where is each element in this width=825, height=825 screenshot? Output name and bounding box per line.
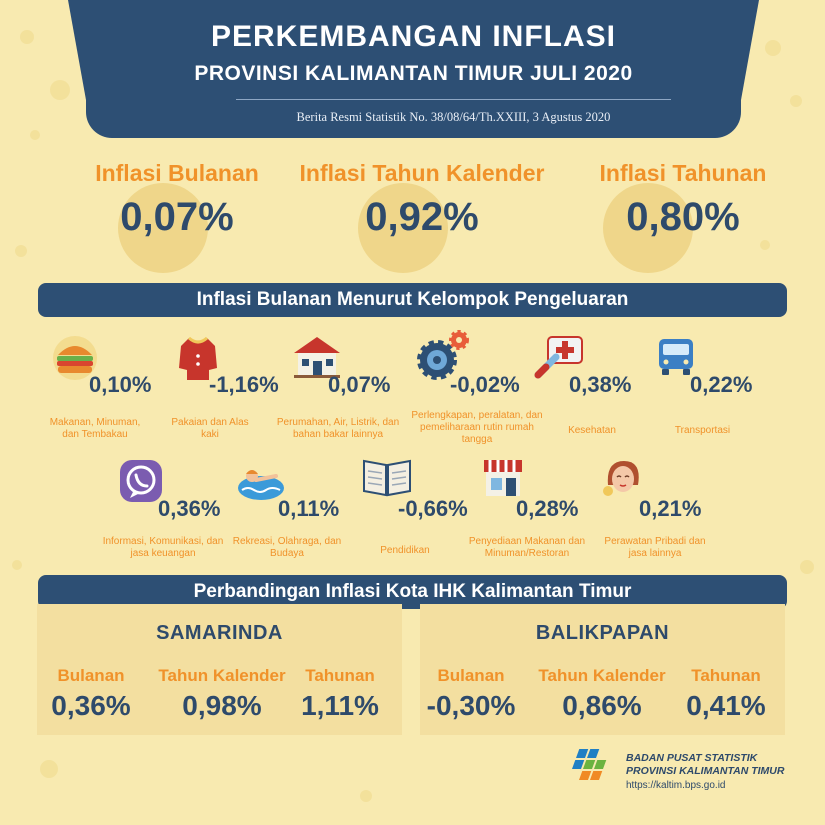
summary-year-to-date: Inflasi Tahun Kalender 0,92%	[300, 160, 545, 240]
city-stat-value: 0,86%	[562, 690, 642, 721]
summary-annual: Inflasi Tahunan 0,80%	[563, 160, 803, 240]
swimmer-icon	[238, 470, 284, 500]
group-value: 0,28%	[516, 496, 579, 521]
footer-province: PROVINSI KALIMANTAN TIMUR	[626, 765, 785, 777]
city-stat-label: Tahun Kalender	[538, 666, 666, 685]
group-label: Perawatan Pribadi dan jasa lainnya	[604, 536, 706, 559]
city-stat-label: Tahunan	[305, 666, 375, 685]
page-title: PERKEMBANGAN INFLASI	[210, 20, 616, 53]
group-label: Pendidikan	[380, 545, 430, 556]
group-value: 0,10%	[89, 372, 152, 397]
gear-icon	[417, 330, 469, 380]
city-card-samarinda: SAMARINDA Bulanan Tahun Kalender Tahunan…	[37, 604, 402, 735]
group-value: 0,21%	[639, 496, 702, 521]
group-label: Transportasi	[674, 425, 731, 436]
footer-url[interactable]: https://kaltim.bps.go.id	[626, 780, 726, 791]
medical-kit-icon	[534, 336, 583, 379]
city-stat-value: -0,30%	[426, 690, 516, 721]
city-stat-label: Tahun Kalender	[158, 666, 286, 685]
groups-section-title: Inflasi Bulanan Menurut Kelompok Pengelu…	[38, 283, 787, 317]
city-name: SAMARINDA	[156, 622, 283, 644]
group-value: -1,16%	[209, 372, 279, 397]
city-stat-label: Bulanan	[437, 666, 505, 685]
city-stat-label: Bulanan	[57, 666, 125, 685]
group-value: 0,36%	[158, 496, 221, 521]
summary-label: Inflasi Tahunan	[599, 160, 767, 186]
summary-label: Inflasi Tahun Kalender	[299, 160, 545, 186]
shirt-icon	[179, 336, 217, 380]
group-value: 0,07%	[328, 372, 391, 397]
footer-org: BADAN PUSAT STATISTIK	[626, 752, 758, 764]
summary-bubble	[358, 183, 448, 273]
summary-value: 0,07%	[120, 195, 234, 239]
page-subtitle: PROVINSI KALIMANTAN TIMUR JULI 2020	[194, 62, 633, 85]
group-label: Perlengkapan, peralatan, dan pemeliharaa…	[411, 410, 543, 445]
summary-value: 0,80%	[626, 195, 740, 239]
summary-bubble	[603, 183, 693, 273]
group-value: -0,66%	[398, 496, 468, 521]
face-care-icon	[603, 461, 639, 496]
summary-value: 0,92%	[365, 195, 479, 239]
city-card-balikpapan: BALIKPAPAN Bulanan Tahun Kalender Tahuna…	[420, 604, 785, 735]
city-stat-value: 0,98%	[182, 690, 262, 721]
summary-label: Inflasi Bulanan	[95, 160, 259, 186]
city-stat-value: 0,41%	[686, 690, 766, 721]
bus-icon	[659, 339, 693, 375]
bps-logo-icon	[571, 749, 607, 780]
group-value: -0,02%	[450, 372, 520, 397]
group-label: Informasi, Komunikasi, dan jasa keuangan	[102, 536, 224, 559]
book-icon	[363, 459, 411, 497]
compare-section-title: Perbandingan Inflasi Kota IHK Kalimantan…	[38, 575, 787, 609]
group-value: 0,38%	[569, 372, 632, 397]
group-label: Makanan, Minuman, dan Tembakau	[49, 417, 141, 440]
summary-monthly: Inflasi Bulanan 0,07%	[57, 160, 297, 240]
group-label: Rekreasi, Olahraga, dan Budaya	[232, 536, 342, 559]
phone-app-icon	[120, 460, 162, 502]
group-value: 0,11%	[278, 496, 340, 521]
city-stat-value: 0,36%	[51, 690, 131, 721]
group-value: 0,22%	[690, 372, 753, 397]
city-name: BALIKPAPAN	[535, 622, 670, 644]
summary-bubble	[118, 183, 208, 273]
city-stat-label: Tahunan	[691, 666, 761, 685]
burger-icon	[53, 336, 97, 380]
group-label: Pakaian dan Alas kaki	[171, 417, 249, 440]
shop-icon	[484, 460, 522, 496]
city-stat-value: 1,11%	[301, 690, 379, 721]
header-divider	[236, 99, 671, 100]
house-icon	[294, 337, 340, 378]
group-label: Kesehatan	[568, 425, 616, 436]
group-label: Penyediaan Makanan dan Minuman/Restoran	[468, 536, 586, 559]
header-banner: PERKEMBANGAN INFLASI PROVINSI KALIMANTAN…	[86, 0, 741, 138]
release-number: Berita Resmi Statistik No. 38/08/64/Th.X…	[296, 110, 611, 124]
group-label: Perumahan, Air, Listrik, dan bahan bakar…	[276, 417, 400, 440]
